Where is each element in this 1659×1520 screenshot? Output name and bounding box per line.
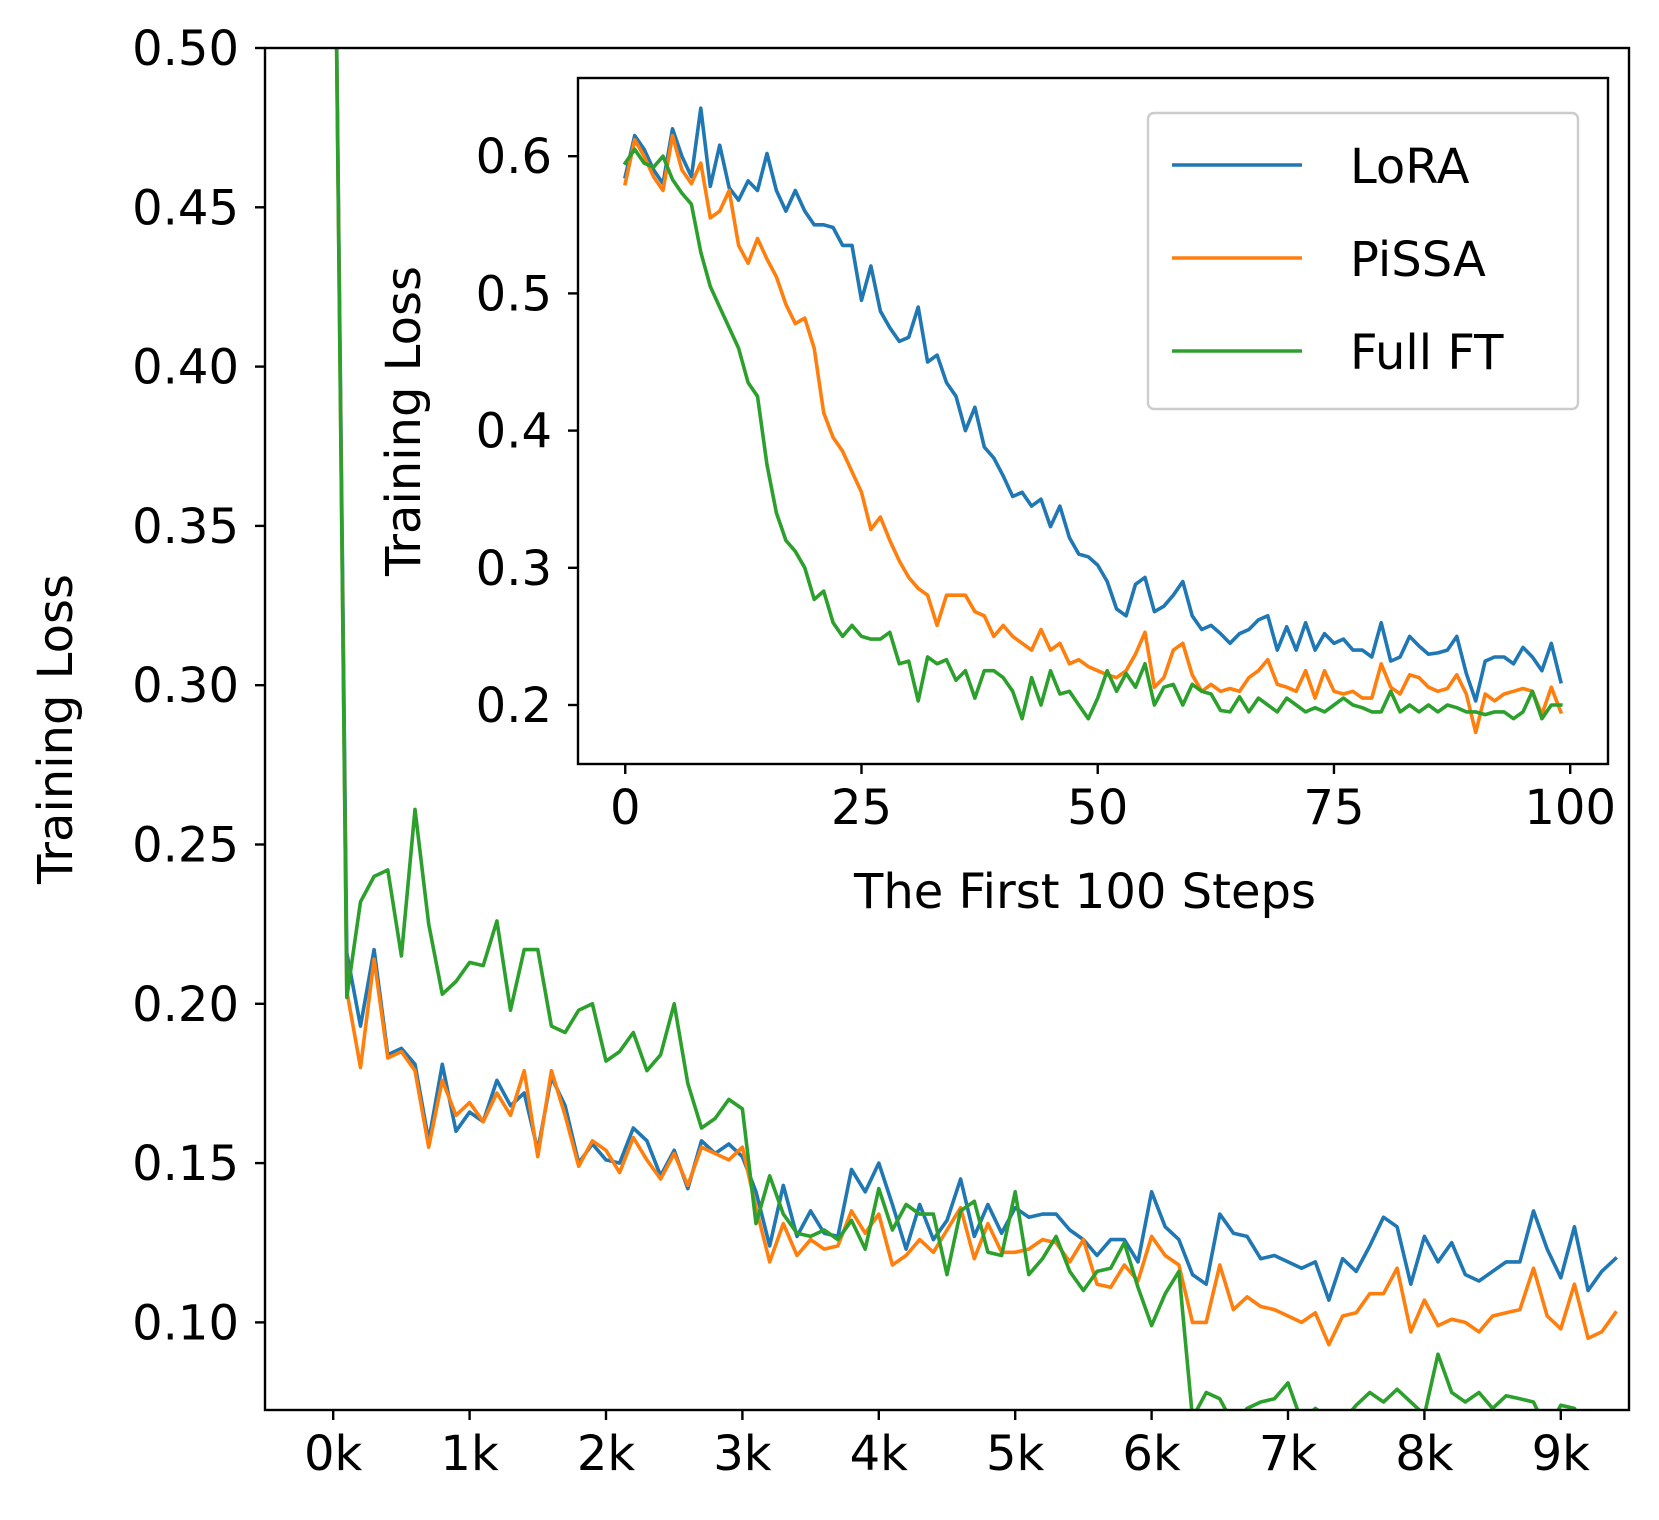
inset-series [622, 106, 1564, 735]
main-y-tick-label: 0.15 [132, 1136, 239, 1192]
main-x-tick-label: 5k [986, 1426, 1045, 1482]
main-x-tick-label: 2k [577, 1426, 636, 1482]
inset-y-tick-label: 0.2 [476, 678, 552, 734]
main-plot-frame [263, 46, 1631, 1412]
main-x-tick-label: 7k [1259, 1426, 1318, 1482]
main-x-tick-label: 8k [1395, 1426, 1454, 1482]
main-x-tick-label: 3k [713, 1426, 772, 1482]
main-x-tick-label: 9k [1532, 1426, 1591, 1482]
legend-label-pissa: PiSSA [1350, 232, 1486, 288]
main-x-tick-label: 4k [850, 1426, 909, 1482]
inset-series-line-full-ft [622, 147, 1563, 721]
inset-x-axis-label: The First 100 Steps [853, 864, 1316, 920]
main-y-tick-label: 0.25 [132, 817, 239, 873]
main-y-tick-label: 0.45 [132, 180, 239, 236]
main-y-tick-label: 0.40 [132, 340, 239, 396]
inset-y-tick-label: 0.6 [476, 129, 552, 185]
inset-x-tick-label: 100 [1524, 780, 1616, 836]
inset-series-line-lora [623, 106, 1563, 703]
inset-x-axis: 0 25 50 75 100 [610, 764, 1616, 836]
inset-y-axis: 0.2 0.3 0.4 0.5 0.6 [476, 129, 578, 734]
main-series-line-pissa [334, 48, 1618, 1347]
inset-x-tick-label: 25 [831, 780, 892, 836]
main-y-axis: 0.10 0.15 0.20 0.25 0.30 0.35 0.40 0.45 0.50 [132, 21, 265, 1351]
inset-y-tick-label: 0.4 [476, 404, 552, 460]
main-x-tick-label: 0k [304, 1426, 363, 1482]
main-y-tick-label: 0.50 [132, 21, 239, 77]
inset-y-tick-label: 0.5 [476, 266, 552, 322]
main-x-tick-label: 1k [440, 1426, 499, 1482]
main-x-tick-label: 6k [1122, 1426, 1181, 1482]
inset-x-tick-label: 50 [1067, 780, 1128, 836]
legend-label-lora: LoRA [1350, 139, 1470, 195]
inset-x-tick-label: 75 [1303, 780, 1364, 836]
main-y-axis-label: Training Loss [28, 574, 84, 885]
main-x-axis: 0k 1k 2k 3k 4k 5k 6k 7k 8k 9k [304, 1410, 1590, 1482]
main-y-tick-label: 0.20 [132, 977, 239, 1033]
inset-x-tick-label: 0 [610, 780, 641, 836]
main-series-line-full-ft [334, 48, 1578, 1410]
main-series [334, 48, 1618, 1410]
main-y-tick-label: 0.10 [132, 1295, 239, 1351]
legend-box [1146, 111, 1580, 411]
main-y-tick-label: 0.35 [132, 499, 239, 555]
inset-plot: 0 25 50 75 100 0.2 0.3 0.4 0.5 0.6 The First 100… [376, 76, 1616, 920]
inset-series-line-pissa [623, 133, 1564, 735]
inset-plot-frame [576, 76, 1610, 766]
main-y-tick-label: 0.30 [132, 658, 239, 714]
legend-label-full-ft: Full FT [1350, 325, 1504, 381]
inset-y-tick-label: 0.3 [476, 541, 552, 597]
inset-y-axis-label: Training Loss [376, 266, 432, 577]
legend: LoRA PiSSA Full FT [1146, 111, 1580, 411]
